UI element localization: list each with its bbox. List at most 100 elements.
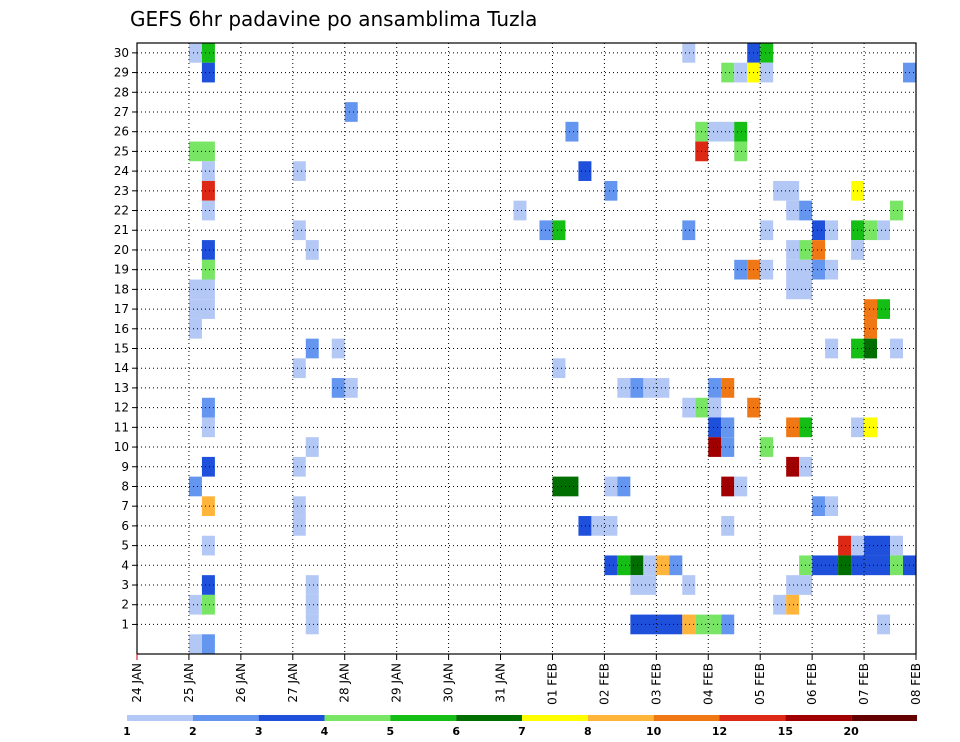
precip-cell [201, 180, 215, 201]
precip-cell [617, 555, 631, 576]
y-tick-label: 12 [114, 401, 129, 415]
precip-cell [578, 161, 592, 181]
precip-cell [734, 259, 748, 280]
precip-cell [201, 62, 215, 83]
precip-cell [201, 397, 215, 418]
precip-cell [734, 121, 748, 142]
precip-cell [201, 259, 215, 280]
precip-cell [682, 220, 696, 241]
y-tick-label: 13 [114, 381, 129, 395]
precip-cell [708, 378, 722, 398]
precip-cell [682, 397, 696, 418]
precip-cell [305, 240, 319, 260]
y-tick-label: 20 [114, 243, 129, 257]
cells-layer [188, 43, 916, 654]
y-tick-label: 9 [121, 460, 129, 474]
y-tick-label: 30 [114, 46, 129, 60]
precip-cell [825, 338, 839, 359]
precip-cell [708, 614, 722, 635]
precip-cell [812, 220, 826, 241]
colorbar: 1 2 3 4 5 6 7 8 10 12 15 20 [123, 715, 917, 738]
precip-cell [721, 614, 735, 635]
precip-cell [786, 456, 800, 477]
precip-cell [721, 476, 735, 497]
precip-cell [305, 614, 319, 635]
precip-cell [292, 456, 306, 477]
y-tick-label: 16 [114, 322, 129, 336]
y-tick-label: 21 [114, 223, 129, 237]
precip-cell [630, 614, 683, 635]
precip-cell [721, 378, 735, 398]
y-tick-label: 2 [121, 598, 129, 612]
precip-cell [201, 575, 215, 595]
x-tick-label: 29 JAN [390, 663, 404, 703]
colorbar-swatch [587, 715, 654, 721]
precip-cell [682, 575, 696, 595]
precip-cell [188, 318, 202, 339]
precip-cell [864, 417, 878, 438]
y-tick-label: 23 [114, 184, 129, 198]
precip-cell [786, 200, 800, 221]
precip-cell [877, 299, 891, 319]
precip-cell [630, 575, 657, 595]
precip-cell [188, 476, 202, 497]
x-tick-label: 30 JAN [442, 663, 456, 703]
x-tick-label: 28 JAN [338, 663, 352, 703]
precip-cell [721, 516, 735, 536]
x-tick-label: 31 JAN [494, 663, 508, 703]
precip-cell [617, 476, 631, 497]
colorbar-label: 5 [387, 725, 395, 738]
precip-cell [513, 200, 527, 221]
precip-cell [630, 378, 644, 398]
precip-cell [721, 417, 735, 438]
precip-cell [604, 180, 618, 201]
precip-cell [682, 614, 696, 635]
precip-cell [812, 496, 826, 517]
colorbar-swatch [653, 715, 720, 721]
x-tick-label: 01 FEB [545, 663, 559, 705]
colorbar-label: 2 [189, 725, 197, 738]
colorbar-swatch [785, 715, 852, 721]
precip-cell [552, 358, 566, 379]
y-tick-label: 22 [114, 204, 129, 218]
colorbar-label: 7 [518, 725, 526, 738]
precip-cell [708, 397, 722, 418]
y-tick-label: 26 [114, 125, 129, 139]
precip-cell [305, 437, 319, 457]
precip-cell [825, 496, 839, 517]
y-axis: 1234567891011121314151617181920212223242… [114, 46, 137, 631]
x-tick-label: 06 FEB [805, 663, 819, 705]
precip-cell [734, 62, 748, 83]
precip-cell [825, 259, 839, 280]
colorbar-label: 1 [123, 725, 131, 738]
colorbar-swatch [719, 715, 786, 721]
x-tick-label: 03 FEB [649, 663, 663, 705]
colorbar-label: 8 [584, 725, 592, 738]
precip-cell [188, 43, 202, 63]
y-tick-label: 5 [121, 539, 129, 553]
precip-cell [578, 516, 592, 536]
y-tick-label: 11 [114, 420, 129, 434]
precip-cell [201, 43, 215, 63]
colorbar-swatch [258, 715, 325, 721]
precip-cell [760, 437, 774, 457]
precip-cell [201, 456, 215, 477]
colorbar-swatch [456, 715, 522, 721]
x-tick-label: 27 JAN [286, 663, 300, 703]
precip-cell [292, 161, 306, 181]
precip-cell [305, 594, 319, 615]
precip-cell [292, 496, 306, 517]
precip-cell [617, 378, 631, 398]
precip-cell [786, 259, 813, 280]
precip-cell [877, 220, 891, 241]
colorbar-swatch [851, 715, 917, 721]
precip-cell [786, 417, 800, 438]
precip-cell [734, 141, 748, 162]
colorbar-swatch [324, 715, 391, 721]
precip-cell [591, 516, 618, 536]
precip-cell [812, 259, 826, 280]
precip-cell [201, 496, 215, 517]
precip-cell [604, 476, 618, 497]
x-tick-label: 02 FEB [597, 663, 611, 705]
precip-cell [825, 220, 839, 241]
